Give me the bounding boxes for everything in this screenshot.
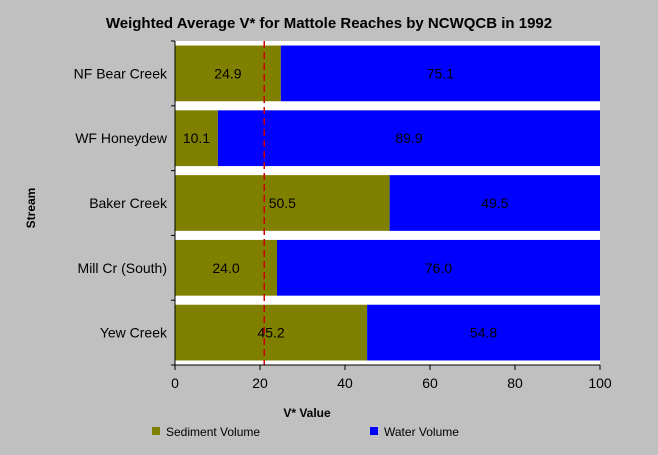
plot-area: 24.9 75.1 NF Bear Creek 10.1 89.9 WF Honeydew… <box>74 40 612 391</box>
bar-water-4 <box>367 304 600 361</box>
data-label-sediment-0: 24.9 <box>214 65 241 81</box>
data-label-sediment-1: 10.1 <box>183 130 210 146</box>
legend-swatch-water <box>370 427 378 435</box>
bar-sediment-3 <box>175 239 277 296</box>
bar-sediment-2 <box>175 175 390 231</box>
x-tick-label-0: 0 <box>171 375 179 391</box>
category-label-3: Mill Cr (South) <box>78 260 167 276</box>
x-axis-title: V* Value <box>283 406 331 420</box>
bar-water-0 <box>280 45 600 102</box>
x-tick-label-1: 20 <box>252 375 268 391</box>
legend-label-sediment: Sediment Volume <box>166 425 260 439</box>
chart-title: Weighted Average V* for Mattole Reaches … <box>106 15 552 32</box>
x-tick-label-5: 100 <box>588 375 612 391</box>
bar-water-3 <box>277 239 600 296</box>
data-label-water-1: 89.9 <box>395 130 422 146</box>
data-label-sediment-4: 45.2 <box>257 325 284 341</box>
legend: Sediment Volume Water Volume <box>152 425 459 439</box>
bar-sediment-4 <box>175 304 368 361</box>
category-label-2: Baker Creek <box>89 195 168 211</box>
x-tick-label-3: 60 <box>422 375 438 391</box>
bar-sediment-1 <box>175 110 218 167</box>
legend-label-water: Water Volume <box>384 425 459 439</box>
category-label-4: Yew Creek <box>100 325 168 341</box>
y-axis-title: Stream <box>24 188 38 229</box>
data-label-water-0: 75.1 <box>427 65 454 81</box>
data-label-water-3: 76.0 <box>425 260 452 276</box>
data-label-sediment-3: 24.0 <box>212 260 239 276</box>
x-tick-label-2: 40 <box>337 375 353 391</box>
data-label-water-4: 54.8 <box>470 325 497 341</box>
bar-sediment-0 <box>175 45 281 102</box>
category-label-0: NF Bear Creek <box>74 65 168 81</box>
category-label-1: WF Honeydew <box>75 130 168 146</box>
x-tick-label-4: 80 <box>507 375 523 391</box>
data-label-sediment-2: 50.5 <box>269 195 296 211</box>
bar-water-1 <box>217 110 601 167</box>
legend-swatch-sediment <box>152 427 160 435</box>
data-label-water-2: 49.5 <box>481 195 508 211</box>
bar-water-2 <box>389 175 600 231</box>
